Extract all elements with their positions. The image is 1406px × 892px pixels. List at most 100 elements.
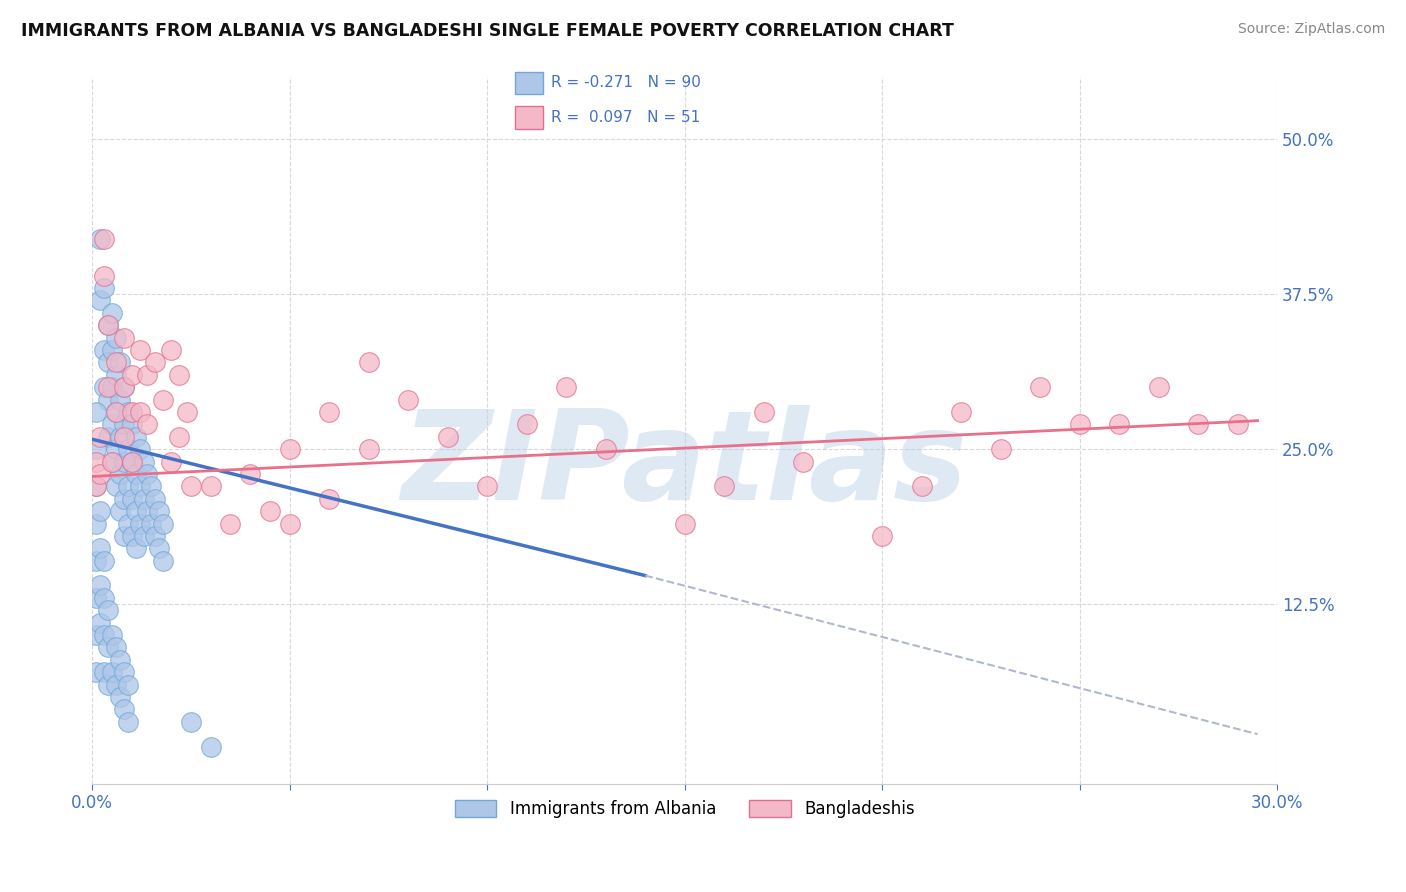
Point [121,529,143,543]
Point [93,628,115,642]
Point [180,714,202,729]
Point [477,479,499,493]
Point [112,430,135,444]
Point [136,504,159,518]
Point [108,467,131,481]
Point [145,491,167,506]
Point [101,417,124,432]
Point [148,541,170,556]
Point [112,380,135,394]
Point [84,516,107,531]
Point [436,430,458,444]
Point [97,430,120,444]
Point [132,491,155,506]
Point [84,554,107,568]
Point [89,467,111,481]
Point [152,392,174,407]
Point [124,467,146,481]
Point [93,231,115,245]
Bar [515,71,543,95]
Point [219,516,242,531]
Point [97,355,120,369]
Point [117,479,139,493]
Point [128,405,150,419]
Point [93,281,115,295]
Point [792,454,814,468]
Point [112,417,135,432]
Point [108,355,131,369]
Point [104,355,127,369]
Point [132,454,155,468]
Point [1069,417,1091,432]
Point [128,442,150,457]
Point [136,467,159,481]
Point [89,578,111,592]
Point [101,380,124,394]
Point [97,318,120,333]
Point [128,479,150,493]
Point [357,355,380,369]
Point [84,479,107,493]
Point [108,690,131,704]
Point [112,454,135,468]
Point [97,640,120,655]
Point [990,442,1012,457]
Text: Source: ZipAtlas.com: Source: ZipAtlas.com [1237,22,1385,37]
Point [104,405,127,419]
Point [101,454,124,468]
Point [84,405,107,419]
Point [112,380,135,394]
Point [93,554,115,568]
Point [396,392,419,407]
Point [278,516,301,531]
Point [752,405,775,419]
Point [673,516,696,531]
Point [136,368,159,382]
Point [97,318,120,333]
Point [93,380,115,394]
Point [93,343,115,357]
Point [516,417,538,432]
Point [108,392,131,407]
Point [101,454,124,468]
Point [870,529,893,543]
Point [152,554,174,568]
Point [141,516,163,531]
Point [97,380,120,394]
Point [108,504,131,518]
Point [93,591,115,605]
Point [117,714,139,729]
Point [148,504,170,518]
Point [108,430,131,444]
Point [112,665,135,680]
Point [121,368,143,382]
Text: IMMIGRANTS FROM ALBANIA VS BANGLADESHI SINGLE FEMALE POVERTY CORRELATION CHART: IMMIGRANTS FROM ALBANIA VS BANGLADESHI S… [21,22,953,40]
Point [104,479,127,493]
Point [152,516,174,531]
Legend: Immigrants from Albania, Bangladeshis: Immigrants from Albania, Bangladeshis [449,793,921,825]
Point [176,405,198,419]
Point [950,405,973,419]
Point [89,293,111,308]
Point [128,343,150,357]
Point [132,529,155,543]
Point [117,516,139,531]
Point [89,231,111,245]
Point [121,491,143,506]
Point [104,405,127,419]
Point [124,430,146,444]
Bar [515,106,543,129]
Point [117,677,139,691]
Point [97,392,120,407]
Point [1226,417,1249,432]
Point [112,529,135,543]
Point [167,368,190,382]
Point [108,653,131,667]
Point [112,491,135,506]
Point [318,405,340,419]
Point [911,479,934,493]
Point [89,541,111,556]
Point [555,380,578,394]
Point [259,504,281,518]
Point [167,430,190,444]
